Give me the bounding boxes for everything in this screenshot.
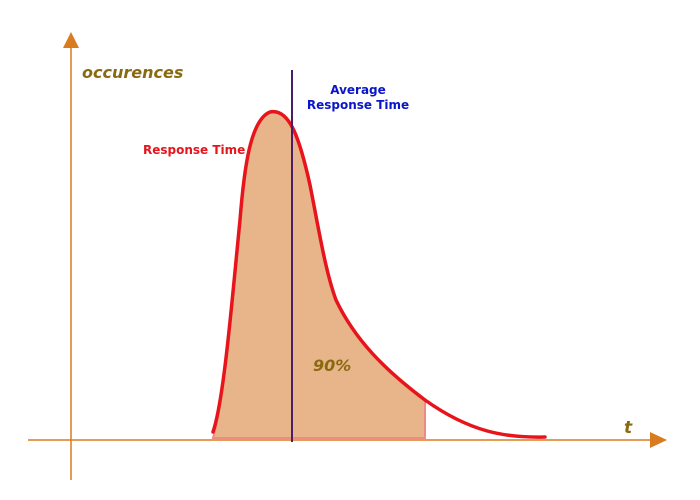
x-axis-arrowhead — [650, 432, 667, 448]
x-axis — [28, 432, 667, 448]
y-axis-label: occurences — [82, 63, 183, 82]
average-label-line2: Response Time — [307, 98, 409, 112]
percentile-shaded-area — [211, 110, 426, 439]
curve-label: Response Time — [143, 143, 245, 157]
y-axis-arrowhead — [63, 32, 79, 48]
y-axis — [63, 32, 79, 480]
x-axis-label: t — [624, 418, 633, 438]
response-time-curve — [211, 110, 547, 439]
percentile-label: 90% — [313, 356, 351, 375]
average-label-line1: Average — [330, 83, 386, 97]
